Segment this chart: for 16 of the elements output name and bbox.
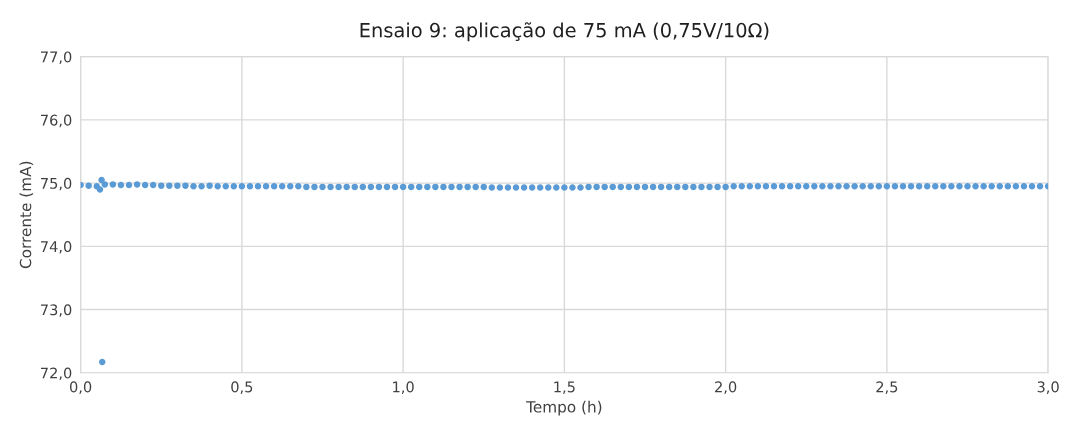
chart-title: Ensaio 9: aplicação de 75 mA (0,75V/10Ω) bbox=[360, 22, 769, 42]
x-tick-label: 2,0 bbox=[715, 381, 737, 394]
x-tick-label: 2,5 bbox=[876, 381, 898, 394]
y-tick-label: 73,0 bbox=[41, 304, 72, 317]
y-tick-label: 75,0 bbox=[41, 177, 72, 191]
x-tick-label: 0,0 bbox=[69, 381, 92, 394]
y-tick-label: 72,0 bbox=[41, 367, 72, 381]
x-tick-label: 1,0 bbox=[393, 381, 414, 394]
x-tick-label: 3,0 bbox=[1037, 381, 1059, 394]
y-tick-label: 74,0 bbox=[41, 241, 72, 254]
y-axis-title: Corrente (mA) bbox=[19, 161, 34, 269]
x-axis-title: Tempo (h) bbox=[526, 400, 602, 416]
y-tick-label: 76,0 bbox=[41, 114, 72, 128]
x-tick-label: 0,5 bbox=[231, 381, 253, 394]
y-tick-label: 77,0 bbox=[41, 51, 72, 64]
x-tick-label: 1,5 bbox=[554, 381, 575, 394]
